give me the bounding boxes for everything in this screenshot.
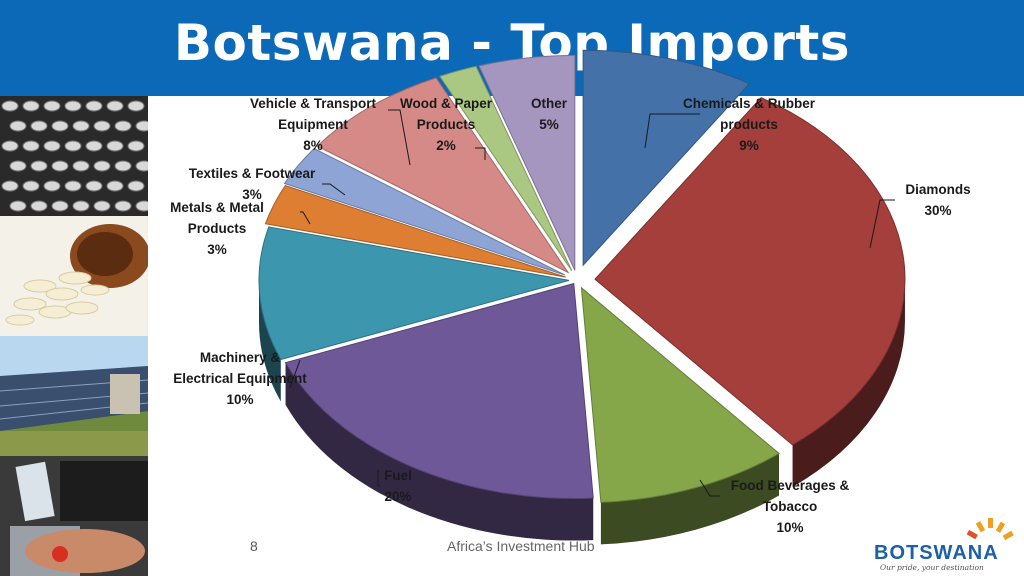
slice-label: Other 5% [531, 96, 568, 132]
slice-percent: 2% [436, 138, 456, 153]
leader-line [475, 147, 486, 160]
pie-slice [582, 49, 751, 267]
slice-name: Food Beverages & [731, 478, 850, 493]
pie-slice [580, 286, 780, 503]
slice-percent: 8% [303, 138, 323, 153]
leader-line [699, 479, 720, 497]
pie-slice [316, 77, 570, 274]
slice-name: Other [531, 96, 568, 111]
logo-tagline: Our pride, your destination [880, 563, 984, 572]
slice-name: Textiles & Footwear [189, 166, 316, 181]
leader-line [377, 470, 380, 487]
botswana-logo: BOTSWANA Our pride, your destination [868, 516, 1014, 574]
slide-number: 8 [250, 538, 258, 554]
pie-slice-side [285, 362, 594, 541]
solar-panels-photo [0, 336, 148, 456]
pie-slice [439, 65, 573, 272]
leader-line [388, 109, 411, 166]
slice-label: Machinery & Electrical Equipment 10% [173, 350, 307, 407]
slice-percent: 5% [539, 117, 559, 132]
slice-percent: 10% [776, 520, 803, 535]
pie-slice [264, 185, 566, 278]
slice-label: Vehicle & Transport Equipment 8% [250, 96, 377, 153]
slice-label: Diamonds 30% [905, 182, 970, 218]
slice-name: Tobacco [763, 499, 818, 514]
slice-percent: 3% [242, 187, 262, 202]
slice-name: Metals & Metal [170, 200, 264, 215]
slice-percent: 9% [739, 138, 759, 153]
photo-strip [0, 96, 148, 576]
slice-percent: 20% [384, 489, 411, 504]
slice-label: Textiles & Footwear 3% [189, 166, 316, 202]
pie-slice-side [259, 280, 281, 402]
slice-percent: 3% [207, 242, 227, 257]
slice-name: Products [188, 221, 247, 236]
pie-slice [283, 148, 566, 276]
logo-wordmark: BOTSWANA [874, 542, 999, 564]
slice-percent: 30% [924, 203, 951, 218]
slice-label: Metals & Metal Products 3% [170, 200, 264, 257]
pie-slice [478, 54, 576, 271]
slice-label: Food Beverages & Tobacco 10% [731, 478, 850, 535]
leader-line [322, 183, 346, 196]
slice-label: Fuel 20% [384, 468, 412, 504]
slice-name: Vehicle & Transport [250, 96, 377, 111]
slice-name: Products [417, 117, 476, 132]
leader-line [289, 359, 301, 389]
slice-name: Fuel [384, 468, 412, 483]
slice-label: Wood & Paper Products 2% [400, 96, 493, 153]
pie-slice [284, 282, 594, 500]
slice-name: Electrical Equipment [173, 371, 307, 386]
atm-card-photo [0, 456, 148, 576]
leader-line [644, 113, 700, 149]
slice-label: Chemicals & Rubber products 9% [683, 96, 816, 153]
slice-percent: 10% [226, 392, 253, 407]
slice-name: Chemicals & Rubber [683, 96, 816, 111]
leader-line [869, 199, 895, 249]
footer-text: Africa’s Investment Hub [447, 538, 595, 554]
leader-line [300, 211, 311, 225]
slice-name: Diamonds [905, 182, 970, 197]
pie-slice-side [600, 453, 780, 545]
slice-name: Machinery & [200, 350, 281, 365]
slice-name: Wood & Paper [400, 96, 493, 111]
pie-slice-side [792, 279, 905, 487]
slice-name: products [720, 117, 778, 132]
pie-slice [594, 97, 906, 446]
pills-photo [0, 216, 148, 336]
pie-slice [258, 226, 570, 361]
slice-name: Equipment [278, 117, 348, 132]
bottles-photo [0, 96, 148, 216]
